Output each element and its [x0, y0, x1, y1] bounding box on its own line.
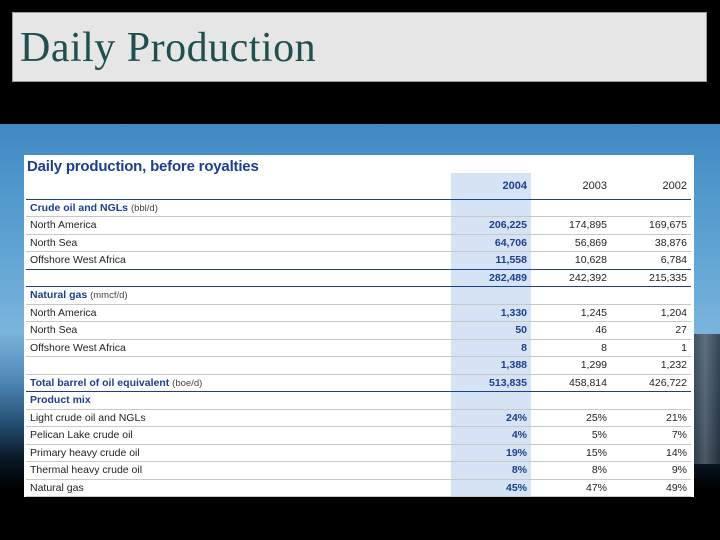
value-2004: 64,706	[451, 234, 531, 252]
value-2004: 282,489	[451, 269, 531, 287]
value-2004: 11,558	[451, 251, 531, 270]
section-label: Crude oil and NGLs	[30, 201, 129, 214]
platform-structure	[690, 334, 720, 464]
boe-unit: (boe/d)	[172, 377, 203, 389]
value-2003: 56,869	[531, 234, 611, 252]
table-row: North America 1,330 1,245 1,204	[26, 304, 691, 322]
subtotal-row-crude: 282,489 242,392 215,335	[26, 269, 691, 287]
value-2003: 10,628	[531, 251, 611, 270]
row-label: North Sea	[26, 234, 451, 252]
value-2004: 8	[451, 339, 531, 357]
row-label: North America	[26, 216, 451, 235]
value-2002: 7%	[611, 426, 691, 445]
value-2003: 1,299	[531, 356, 611, 375]
value-2003: 174,895	[531, 216, 611, 235]
title-bar: Daily Production	[12, 12, 707, 82]
subtotal-row-gas: 1,388 1,299 1,232	[26, 356, 691, 375]
value-2004: 24%	[451, 409, 531, 427]
production-table-card: Daily production, before royalties 2004 …	[24, 155, 694, 497]
value-2002: 6,784	[611, 251, 691, 270]
value-2003: 1,245	[531, 304, 611, 322]
value-2003: 47%	[531, 479, 611, 497]
value-2002: 21%	[611, 409, 691, 427]
value-2004: 1,330	[451, 304, 531, 322]
value-2004: 1,388	[451, 356, 531, 375]
value-2003: 458,814	[531, 374, 611, 392]
value-2004: 206,225	[451, 216, 531, 235]
year-header-2004: 2004	[451, 174, 531, 200]
section-label: Natural gas	[30, 289, 88, 302]
value-2004: 45%	[451, 479, 531, 497]
value-2003: 8	[531, 339, 611, 357]
boe-total-row: Total barrel of oil equivalent (boe/d) 5…	[26, 374, 691, 392]
value-2002: 169,675	[611, 216, 691, 235]
year-header-row: 2004 2003 2002	[26, 174, 691, 200]
value-2003: 25%	[531, 409, 611, 427]
value-2004: 513,835	[451, 374, 531, 392]
year-header-2003: 2003	[531, 174, 611, 200]
section-unit: (bbl/d)	[130, 202, 158, 214]
value-2002: 9%	[611, 461, 691, 480]
value-2004: 19%	[451, 444, 531, 462]
value-2004: 4%	[451, 426, 531, 445]
value-2002: 426,722	[611, 374, 691, 392]
value-2003: 242,392	[531, 269, 611, 287]
boe-label: Total barrel of oil equivalent	[30, 376, 170, 389]
production-table: 2004 2003 2002 Crude oil and NGLs (bbl/d…	[26, 174, 691, 497]
value-2003: 5%	[531, 426, 611, 445]
row-label: North Sea	[26, 321, 451, 340]
value-2002: 1,204	[611, 304, 691, 322]
row-label: North America	[26, 304, 451, 322]
table-row: Primary heavy crude oil 19% 15% 14%	[26, 444, 691, 462]
value-2003: 8%	[531, 461, 611, 480]
row-label: Light crude oil and NGLs	[26, 409, 451, 427]
table-row: North America 206,225 174,895 169,675	[26, 216, 691, 235]
value-2003: 15%	[531, 444, 611, 462]
section-label: Product mix	[26, 391, 691, 410]
table-row: Offshore West Africa 11,558 10,628 6,784	[26, 251, 691, 270]
row-label: Thermal heavy crude oil	[26, 461, 451, 480]
section-product-mix: Product mix	[26, 391, 691, 410]
value-2002: 1	[611, 339, 691, 357]
table-row: Light crude oil and NGLs 24% 25% 21%	[26, 409, 691, 427]
value-2002: 14%	[611, 444, 691, 462]
value-2002: 27	[611, 321, 691, 340]
section-unit: (mmcf/d)	[90, 290, 128, 302]
slide-title: Daily Production	[20, 25, 317, 71]
value-2002: 1,232	[611, 356, 691, 375]
value-2003: 46	[531, 321, 611, 340]
table-row: Natural gas 45% 47% 49%	[26, 479, 691, 497]
row-label: Primary heavy crude oil	[26, 444, 451, 462]
table-row: Offshore West Africa 8 8 1	[26, 339, 691, 357]
table-row: North Sea 50 46 27	[26, 321, 691, 340]
row-label: Natural gas	[26, 479, 451, 497]
table-heading: Daily production, before royalties	[27, 158, 259, 175]
value-2002: 38,876	[611, 234, 691, 252]
table-row: North Sea 64,706 56,869 38,876	[26, 234, 691, 252]
row-label: Offshore West Africa	[26, 251, 451, 270]
value-2002: 215,335	[611, 269, 691, 287]
value-2002: 49%	[611, 479, 691, 497]
table-row: Thermal heavy crude oil 8% 8% 9%	[26, 461, 691, 480]
section-gas: Natural gas (mmcf/d)	[26, 286, 691, 305]
row-label: Offshore West Africa	[26, 339, 451, 357]
section-crude: Crude oil and NGLs (bbl/d)	[26, 199, 691, 217]
table-row: Pelican Lake crude oil 4% 5% 7%	[26, 426, 691, 445]
value-2004: 8%	[451, 461, 531, 480]
row-label: Pelican Lake crude oil	[26, 426, 451, 445]
value-2004: 50	[451, 321, 531, 340]
year-header-2002: 2002	[611, 174, 691, 200]
